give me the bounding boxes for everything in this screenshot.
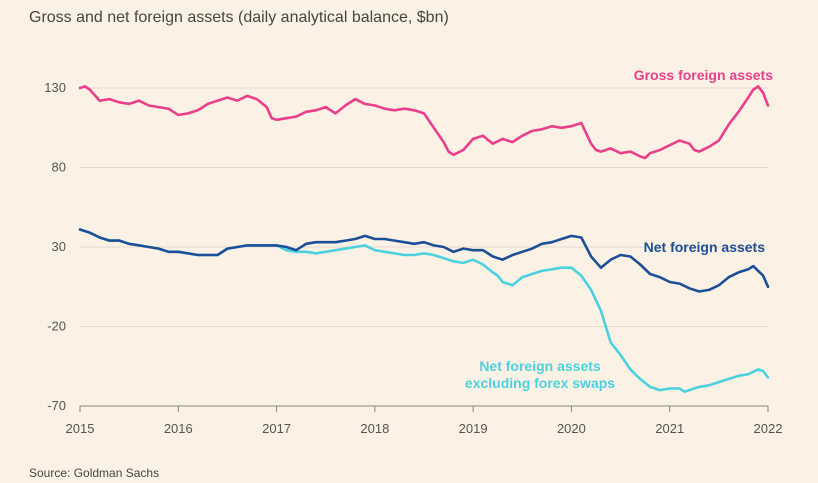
x-tick-label: 2017 [262,421,291,436]
y-tick-label: 130 [44,80,66,95]
series-label-0: Gross foreign assets [634,67,773,83]
x-tick-label: 2018 [360,421,389,436]
chart-title: Gross and net foreign assets (daily anal… [29,9,449,26]
y-tick-label: 30 [52,239,66,254]
y-tick-label: -20 [47,319,66,334]
series-label-2: excluding forex swaps [465,375,615,391]
x-tick-label: 2022 [754,421,783,436]
x-tick-label: 2016 [164,421,193,436]
y-tick-label: 80 [52,160,66,175]
x-tick-label: 2021 [655,421,684,436]
y-tick-label: -70 [47,398,66,413]
series-labels: Gross foreign assets Net foreign assets Ne… [465,67,773,391]
series-line-0 [78,85,770,160]
y-axis-ticks: 130 80 30 -20 -70 [44,80,66,413]
x-axis-ticks: 2015 2016 2017 2018 2019 2020 2021 2022 [66,406,783,436]
series-label-1: Net foreign assets [644,239,766,255]
gridlines [80,87,768,407]
x-tick-label: 2020 [557,421,586,436]
x-tick-label: 2015 [66,421,95,436]
source-note: Source: Goldman Sachs [29,466,160,480]
series-lines [78,85,770,393]
series-line-1 [78,228,770,293]
x-tick-label: 2019 [459,421,488,436]
series-label-2: Net foreign assets [479,358,601,374]
